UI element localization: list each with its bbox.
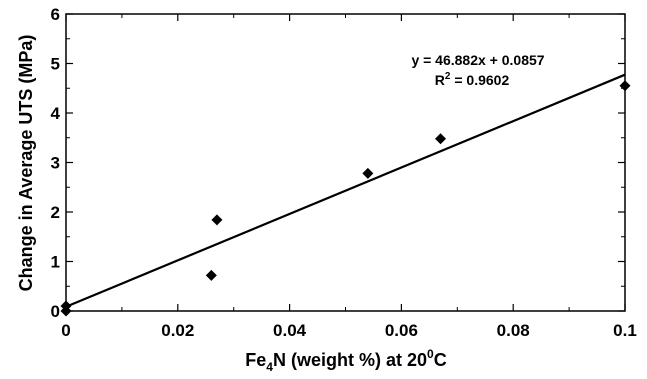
x-axis-title-base: Fe bbox=[245, 350, 266, 370]
r-squared-base: R bbox=[435, 72, 445, 88]
x-tick-label: 0 bbox=[61, 321, 70, 340]
data-point-diamond bbox=[205, 269, 217, 281]
data-point-diamond bbox=[362, 167, 374, 179]
data-point-diamond bbox=[619, 80, 631, 92]
x-axis-title-end: C bbox=[434, 350, 447, 370]
y-axis-title: Change in Average UTS (MPa) bbox=[16, 35, 36, 292]
x-tick-label: 0.04 bbox=[273, 321, 307, 340]
trendline bbox=[65, 73, 626, 308]
y-tick-label: 5 bbox=[51, 55, 60, 74]
x-axis-title-superscript: 0 bbox=[427, 347, 434, 361]
x-tick-label: 0.02 bbox=[161, 321, 194, 340]
y-tick-label: 0 bbox=[51, 302, 60, 321]
trendline-group bbox=[65, 73, 626, 308]
data-points bbox=[60, 80, 631, 317]
x-axis-title-subscript: 4 bbox=[266, 360, 273, 374]
r-squared-superscript: 2 bbox=[445, 71, 451, 82]
data-point-diamond bbox=[60, 300, 72, 312]
x-axis-ticks: 0 0.02 0.04 0.06 0.08 0.1 bbox=[61, 14, 637, 340]
x-axis-title-rest: N (weight %) at 20 bbox=[273, 350, 427, 370]
y-tick-label: 4 bbox=[51, 104, 61, 123]
data-point-diamond bbox=[211, 214, 223, 226]
x-tick-label: 0.1 bbox=[613, 321, 637, 340]
r-squared-value: = 0.9602 bbox=[450, 72, 509, 88]
y-tick-label: 2 bbox=[51, 203, 60, 222]
x-tick-label: 0.06 bbox=[385, 321, 418, 340]
r-squared-label: R2 = 0.9602 bbox=[435, 71, 510, 88]
x-tick-label: 0.08 bbox=[497, 321, 530, 340]
y-axis-ticks: 0 1 2 3 4 5 6 bbox=[51, 5, 625, 321]
data-point-diamond bbox=[435, 133, 447, 145]
y-tick-label: 3 bbox=[51, 154, 60, 173]
y-tick-label: 6 bbox=[51, 5, 60, 24]
x-axis-title: Fe4N (weight %) at 200C bbox=[245, 347, 446, 374]
y-tick-label: 1 bbox=[51, 253, 60, 272]
regression-equation: y = 46.882x + 0.0857 bbox=[411, 52, 544, 68]
